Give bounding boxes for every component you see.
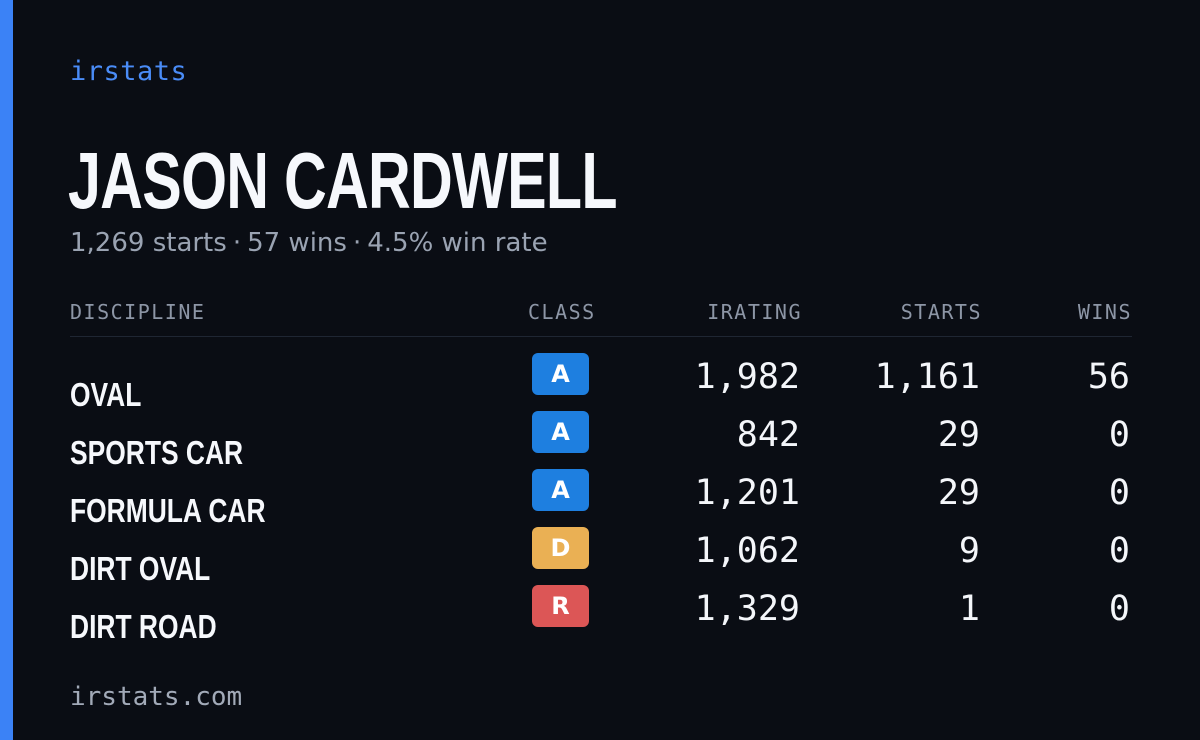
accent-bar [0, 0, 13, 740]
wins-value: 56 [1087, 357, 1130, 397]
table-body: OVAL A 1,982 1,161 56 SPORTS CAR A 842 2… [70, 353, 1132, 645]
summary-separator: · [352, 228, 362, 258]
wins-value: 0 [1108, 473, 1130, 513]
discipline-name: SPORTS CAR [70, 434, 244, 471]
license-class-badge: A [532, 353, 589, 395]
table-row: DIRT ROAD R 1,329 1 0 [70, 585, 1132, 645]
discipline-table: DISCIPLINE CLASS IRATING STARTS WINS OVA… [70, 296, 1132, 645]
irating-value: 1,062 [694, 531, 800, 571]
starts-value: 1,161 [874, 357, 980, 397]
starts-value: 1 [958, 589, 980, 629]
irating-value: 1,201 [694, 473, 800, 513]
header-discipline: DISCIPLINE [70, 300, 206, 324]
table-row: DIRT OVAL D 1,062 9 0 [70, 527, 1132, 587]
summary-separator: · [232, 228, 242, 258]
summary-starts: 1,269 starts [70, 228, 227, 258]
table-header: DISCIPLINE CLASS IRATING STARTS WINS [70, 296, 1132, 337]
header-starts: STARTS [900, 300, 982, 324]
license-class-badge: A [532, 469, 589, 511]
license-class-badge: R [532, 585, 589, 627]
player-name: JASON CARDWELL [68, 136, 617, 225]
wins-value: 0 [1108, 415, 1130, 455]
irating-value: 842 [736, 415, 800, 455]
starts-value: 9 [958, 531, 980, 571]
summary-win-rate: 4.5% win rate [367, 228, 548, 258]
discipline-name: DIRT ROAD [70, 608, 217, 645]
summary-wins: 57 wins [247, 228, 347, 258]
brand-logo[interactable]: irstats [70, 56, 188, 87]
table-row: FORMULA CAR A 1,201 29 0 [70, 469, 1132, 529]
discipline-name: OVAL [70, 376, 142, 413]
wins-value: 0 [1108, 589, 1130, 629]
table-row: OVAL A 1,982 1,161 56 [70, 353, 1132, 413]
footer-site-link[interactable]: irstats.com [70, 682, 243, 712]
header-irating: IRATING [707, 300, 802, 324]
header-wins: WINS [1077, 300, 1132, 324]
wins-value: 0 [1108, 531, 1130, 571]
header-class: CLASS [528, 300, 596, 324]
discipline-name: DIRT OVAL [70, 550, 211, 587]
irating-value: 1,329 [694, 589, 800, 629]
player-summary: 1,269 starts · 57 wins · 4.5% win rate [70, 228, 548, 258]
starts-value: 29 [937, 473, 980, 513]
discipline-name: FORMULA CAR [70, 492, 266, 529]
license-class-badge: A [532, 411, 589, 453]
starts-value: 29 [937, 415, 980, 455]
table-row: SPORTS CAR A 842 29 0 [70, 411, 1132, 471]
license-class-badge: D [532, 527, 589, 569]
irating-value: 1,982 [694, 357, 800, 397]
